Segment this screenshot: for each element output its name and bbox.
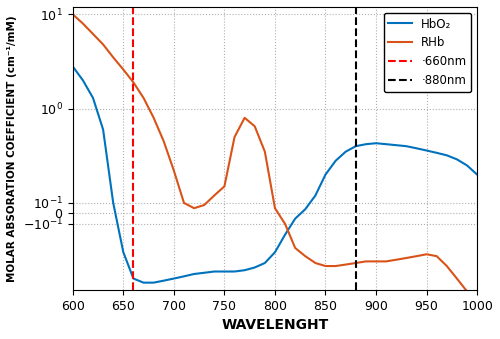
HbO₂ <box>242 268 248 272</box>
RHb <box>302 254 308 258</box>
RHb <box>90 32 96 36</box>
HbO₂ <box>444 153 450 157</box>
HbO₂ <box>322 173 328 177</box>
HbO₂ <box>394 143 400 147</box>
HbO₂ <box>312 194 318 198</box>
·660nm <box>130 212 136 216</box>
HbO₂ <box>414 146 420 150</box>
RHb <box>161 139 167 143</box>
RHb <box>394 258 400 262</box>
RHb <box>120 67 126 72</box>
HbO₂ <box>272 250 278 254</box>
HbO₂ <box>140 281 146 285</box>
HbO₂ <box>262 261 268 265</box>
RHb <box>322 264 328 268</box>
RHb <box>201 203 207 207</box>
RHb <box>424 252 430 256</box>
HbO₂ <box>80 78 86 82</box>
RHb <box>272 206 278 210</box>
RHb <box>373 259 379 263</box>
HbO₂ <box>464 163 470 167</box>
HbO₂ <box>150 281 156 285</box>
HbO₂ <box>191 272 197 276</box>
HbO₂ <box>70 64 76 68</box>
HbO₂ <box>302 207 308 211</box>
RHb <box>454 277 460 281</box>
HbO₂ <box>252 265 258 270</box>
RHb <box>353 261 359 265</box>
HbO₂ <box>454 157 460 161</box>
RHb <box>191 206 197 210</box>
HbO₂ <box>201 271 207 275</box>
HbO₂ <box>171 277 177 281</box>
RHb <box>444 264 450 268</box>
HbO₂ <box>404 144 409 148</box>
HbO₂ <box>212 270 218 274</box>
RHb <box>140 96 146 100</box>
RHb <box>363 259 369 263</box>
HbO₂ <box>130 277 136 281</box>
RHb <box>212 194 218 198</box>
RHb <box>100 42 106 46</box>
·880nm <box>353 212 359 216</box>
RHb <box>383 259 389 263</box>
HbO₂ <box>120 250 126 254</box>
HbO₂ <box>292 217 298 221</box>
RHb <box>181 201 187 205</box>
HbO₂ <box>424 148 430 153</box>
RHb <box>252 124 258 128</box>
Legend: HbO₂, RHb, ·660nm, ·880nm: HbO₂, RHb, ·660nm, ·880nm <box>384 13 471 92</box>
HbO₂ <box>100 127 106 132</box>
X-axis label: WAVELENGHT: WAVELENGHT <box>222 318 328 332</box>
HbO₂ <box>110 201 116 205</box>
RHb <box>80 21 86 25</box>
RHb <box>171 168 177 173</box>
HbO₂ <box>232 270 237 274</box>
HbO₂ <box>222 270 228 274</box>
·660nm <box>130 107 136 111</box>
HbO₂ <box>342 149 348 154</box>
RHb <box>70 13 76 17</box>
RHb <box>292 246 298 250</box>
RHb <box>282 222 288 226</box>
·880nm <box>353 107 359 111</box>
HbO₂ <box>383 142 389 146</box>
RHb <box>130 80 136 84</box>
RHb <box>404 256 409 260</box>
HbO₂ <box>90 96 96 100</box>
HbO₂ <box>332 159 338 163</box>
RHb <box>232 135 237 139</box>
RHb <box>342 262 348 266</box>
HbO₂ <box>373 141 379 145</box>
Line: RHb: RHb <box>73 15 477 300</box>
RHb <box>332 264 338 268</box>
RHb <box>312 261 318 265</box>
RHb <box>110 55 116 59</box>
HbO₂ <box>474 173 480 177</box>
HbO₂ <box>363 142 369 146</box>
RHb <box>222 184 228 188</box>
RHb <box>150 116 156 120</box>
HbO₂ <box>161 279 167 283</box>
RHb <box>414 254 420 258</box>
RHb <box>474 298 480 302</box>
Y-axis label: MOLAR ABSORATION COEFFICIENT (cm⁻¹/mM): MOLAR ABSORATION COEFFICIENT (cm⁻¹/mM) <box>7 15 17 282</box>
RHb <box>464 290 470 294</box>
HbO₂ <box>282 233 288 237</box>
HbO₂ <box>434 151 440 155</box>
HbO₂ <box>181 274 187 278</box>
RHb <box>434 254 440 258</box>
HbO₂ <box>353 144 359 148</box>
RHb <box>262 149 268 154</box>
Line: HbO₂: HbO₂ <box>73 66 477 283</box>
RHb <box>242 116 248 120</box>
